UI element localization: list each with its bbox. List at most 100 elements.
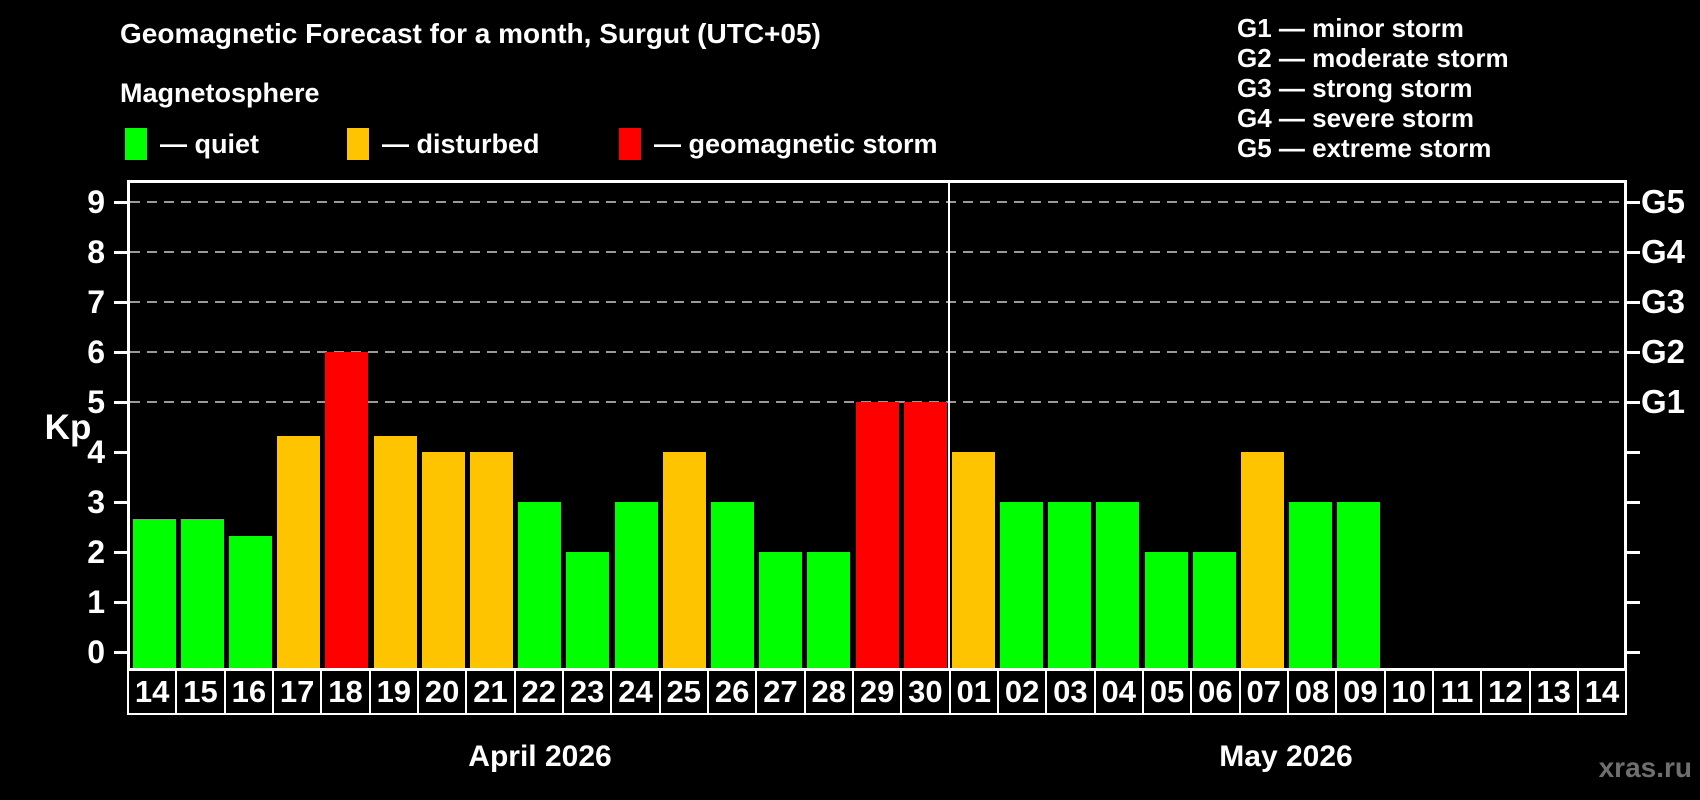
kp-bar-april-14 bbox=[132, 518, 176, 668]
g-scale-line-g2: G2 — moderate storm bbox=[1237, 43, 1509, 73]
y-axis-tick-right-2 bbox=[1627, 551, 1640, 554]
kp-bar-april-17 bbox=[277, 435, 321, 668]
y-axis-tick-right-6 bbox=[1627, 351, 1640, 354]
g-axis-label-g1: G1 bbox=[1641, 383, 1686, 420]
month-label-may: May 2026 bbox=[1219, 740, 1353, 773]
y-axis-tick-left-9 bbox=[114, 201, 127, 204]
day-cell-april-21: 21 bbox=[467, 670, 516, 713]
day-cell-may-07: 07 bbox=[1241, 670, 1289, 713]
kp-bar-may-09 bbox=[1337, 502, 1381, 668]
day-cell-may-10: 10 bbox=[1386, 670, 1434, 713]
day-cell-may-03: 03 bbox=[1047, 670, 1096, 713]
gridline-kp9 bbox=[130, 201, 1624, 203]
day-cell-may-06: 06 bbox=[1192, 670, 1241, 713]
y-axis-tick-left-5 bbox=[114, 401, 127, 404]
y-axis-tick-right-4 bbox=[1627, 451, 1640, 454]
y-axis-tick-right-5 bbox=[1627, 401, 1640, 404]
day-cell-april-20: 20 bbox=[419, 670, 468, 713]
y-axis-label-9: 9 bbox=[87, 184, 105, 220]
kp-bar-april-18 bbox=[325, 352, 369, 668]
y-axis-label-5: 5 bbox=[87, 384, 105, 420]
day-cell-may-01: 01 bbox=[951, 670, 999, 713]
g-scale-line-g4: G4 — severe storm bbox=[1237, 103, 1475, 133]
y-axis-tick-left-2 bbox=[114, 551, 127, 554]
g-scale-line-g5: G5 — extreme storm bbox=[1237, 133, 1492, 163]
kp-bar-may-01 bbox=[951, 452, 995, 668]
kp-bar-april-21 bbox=[469, 452, 513, 668]
kp-bar-may-08 bbox=[1289, 502, 1333, 668]
legend-label-storm: — geomagnetic storm bbox=[654, 128, 938, 159]
day-cell-april-14: 14 bbox=[129, 670, 178, 713]
kp-bar-april-30 bbox=[903, 402, 947, 668]
y-axis-label-2: 2 bbox=[87, 534, 105, 570]
kp-bar-may-07 bbox=[1241, 452, 1285, 668]
y-axis-label-7: 7 bbox=[87, 284, 105, 320]
g-axis-label-g3: G3 bbox=[1641, 283, 1686, 320]
g-scale-line-g3: G3 — strong storm bbox=[1237, 73, 1473, 103]
y-axis-tick-left-1 bbox=[114, 601, 127, 604]
kp-bar-april-28 bbox=[807, 552, 851, 668]
month-label-april: April 2026 bbox=[468, 740, 612, 773]
y-axis-tick-right-7 bbox=[1627, 301, 1640, 304]
chart-title: Geomagnetic Forecast for a month, Surgut… bbox=[120, 18, 821, 49]
day-cell-april-30: 30 bbox=[902, 670, 951, 713]
y-axis-tick-right-8 bbox=[1627, 251, 1640, 254]
kp-bar-april-19 bbox=[373, 435, 417, 668]
y-axis-label-3: 3 bbox=[87, 484, 105, 520]
gridline-kp6 bbox=[130, 351, 1624, 353]
gridline-kp8 bbox=[130, 251, 1624, 253]
y-axis-tick-left-6 bbox=[114, 351, 127, 354]
gridline-kp7 bbox=[130, 301, 1624, 303]
g-scale-line-g1: G1 — minor storm bbox=[1237, 13, 1464, 43]
kp-bar-may-03 bbox=[1048, 502, 1092, 668]
day-cell-april-23: 23 bbox=[564, 670, 613, 713]
day-cell-may-13: 13 bbox=[1531, 670, 1579, 713]
day-cell-may-09: 09 bbox=[1337, 670, 1386, 713]
kp-bar-may-04 bbox=[1096, 502, 1140, 668]
kp-bar-april-16 bbox=[228, 535, 272, 668]
day-cell-may-04: 04 bbox=[1096, 670, 1144, 713]
day-cell-may-14: 14 bbox=[1584, 673, 1620, 709]
y-axis-tick-left-4 bbox=[114, 451, 127, 454]
day-cell-april-29: 29 bbox=[854, 670, 903, 713]
g-axis-label-g4: G4 bbox=[1641, 233, 1686, 270]
y-axis-label-6: 6 bbox=[87, 334, 105, 370]
kp-bar-april-24 bbox=[614, 502, 658, 668]
y-axis-tick-left-3 bbox=[114, 501, 127, 504]
y-axis-title: Kp bbox=[44, 408, 92, 447]
kp-bar-april-22 bbox=[518, 502, 562, 668]
day-cell-may-05: 05 bbox=[1144, 670, 1193, 713]
kp-bar-april-27 bbox=[759, 552, 803, 668]
day-cell-may-11: 11 bbox=[1434, 670, 1483, 713]
y-axis-label-8: 8 bbox=[87, 234, 105, 270]
y-axis-tick-left-8 bbox=[114, 251, 127, 254]
day-cell-april-16: 16 bbox=[226, 670, 274, 713]
day-cell-april-17: 17 bbox=[274, 670, 323, 713]
y-axis-label-0: 0 bbox=[87, 634, 105, 670]
day-cell-may-08: 08 bbox=[1289, 670, 1338, 713]
g-axis-label-g5: G5 bbox=[1641, 183, 1686, 220]
g-axis-label-g2: G2 bbox=[1641, 333, 1686, 370]
y-axis-label-1: 1 bbox=[87, 584, 105, 620]
day-cell-april-15: 15 bbox=[177, 670, 226, 713]
day-cell-april-24: 24 bbox=[612, 670, 661, 713]
legend-item-storm: — geomagnetic storm bbox=[619, 127, 938, 161]
kp-bar-april-15 bbox=[180, 518, 224, 668]
magnetosphere-legend-title: Magnetosphere bbox=[120, 78, 320, 108]
kp-bar-april-26 bbox=[710, 502, 754, 668]
g-scale-legend: G1 — minor storm G2 — moderate storm G3 … bbox=[1237, 13, 1509, 163]
day-cell-april-27: 27 bbox=[757, 670, 806, 713]
day-cell-april-19: 19 bbox=[371, 670, 419, 713]
kp-bar-may-02 bbox=[1000, 502, 1044, 668]
kp-bar-april-29 bbox=[855, 402, 899, 668]
day-cell-may-12: 12 bbox=[1482, 670, 1531, 713]
storm-color-swatch bbox=[619, 128, 641, 160]
legend-label-quiet: — quiet bbox=[160, 128, 259, 159]
kp-bar-april-25 bbox=[662, 452, 706, 668]
legend-label-disturbed: — disturbed bbox=[382, 128, 540, 159]
kp-bar-april-23 bbox=[566, 552, 610, 668]
y-axis-tick-left-0 bbox=[114, 651, 127, 654]
day-cell-april-25: 25 bbox=[661, 670, 709, 713]
y-axis-tick-right-9 bbox=[1627, 201, 1640, 204]
